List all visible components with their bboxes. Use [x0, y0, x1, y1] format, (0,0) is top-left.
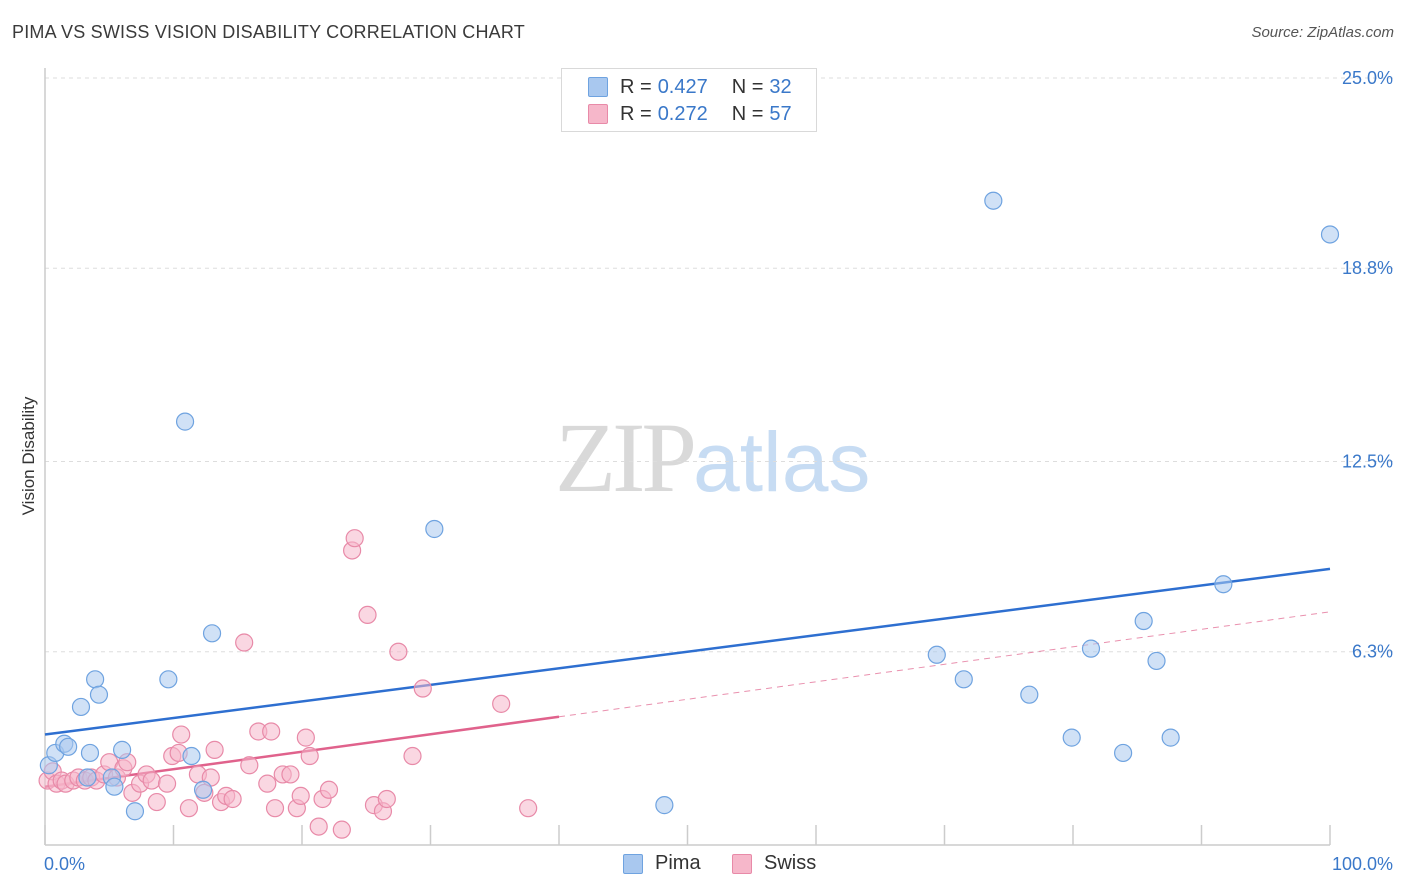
- swiss-point: [300, 746, 319, 766]
- pima-point: [1114, 743, 1133, 763]
- swiss-point: [377, 789, 396, 809]
- swiss-trend-line-extension: [558, 611, 1331, 718]
- swiss-point: [309, 817, 328, 836]
- swiss-point: [265, 799, 285, 818]
- legend-row-swiss: R = 0.272 N = 57: [588, 102, 792, 126]
- legend-r-value: 0.427: [657, 75, 708, 98]
- chart-source: Source: ZipAtlas.com: [1251, 24, 1394, 41]
- pima-point: [1214, 575, 1233, 594]
- swiss-point: [172, 725, 191, 744]
- pima-point: [1020, 685, 1039, 704]
- swiss-point: [240, 756, 259, 775]
- legend-row-pima: R = 0.427 N = 32: [588, 75, 792, 99]
- series-legend-swiss: Swiss: [732, 852, 816, 875]
- y-tick-label: 12.5%: [1342, 452, 1393, 472]
- watermark-zip: ZIP: [555, 402, 697, 513]
- pima-point: [425, 519, 444, 539]
- pima-point: [1062, 728, 1081, 747]
- correlation-legend: R = 0.427 N = 32 R = 0.272 N = 57: [561, 68, 817, 132]
- series-legend-label: Pima: [655, 852, 701, 874]
- swiss-point: [262, 722, 281, 741]
- chart-title: PIMA VS SWISS VISION DISABILITY CORRELAT…: [12, 22, 525, 42]
- trend-lines: [44, 567, 1331, 788]
- grid-lines: [45, 77, 1395, 653]
- legend-n-value: 57: [769, 102, 792, 125]
- swiss-point: [157, 774, 177, 793]
- pima-point: [89, 685, 109, 704]
- series-swatch-pima: [623, 853, 643, 874]
- legend-swatch-swiss: [588, 104, 608, 124]
- pima-point: [927, 645, 946, 664]
- swiss-point: [389, 642, 408, 661]
- pima-point: [193, 780, 213, 799]
- legend-r-value: 0.272: [657, 102, 708, 125]
- pima-point: [59, 737, 78, 756]
- swiss-point: [358, 605, 377, 625]
- swiss-point: [258, 774, 277, 793]
- pima-point: [202, 624, 222, 643]
- pima-point: [78, 768, 97, 787]
- axes: [44, 68, 1331, 846]
- legend-n-label: N =: [731, 102, 764, 125]
- swiss-point: [403, 746, 422, 766]
- legend-swatch-pima: [588, 77, 608, 97]
- pima-point: [159, 670, 178, 689]
- x-tick-label: 0.0%: [44, 854, 85, 874]
- pima-trend-line: [44, 567, 1331, 736]
- swiss-point: [291, 786, 310, 806]
- swiss-point: [345, 529, 364, 548]
- swiss-point: [492, 694, 511, 713]
- data-points: [38, 191, 1340, 839]
- pima-point: [80, 743, 100, 763]
- pima-point: [71, 697, 91, 717]
- pima-point: [1161, 728, 1180, 747]
- swiss-point: [332, 820, 351, 839]
- pima-point: [1147, 651, 1166, 671]
- swiss-point: [223, 789, 242, 809]
- swiss-point: [235, 633, 254, 652]
- pima-point: [175, 412, 195, 431]
- pima-point: [1081, 639, 1101, 658]
- y-tick-label: 6.3%: [1352, 642, 1393, 662]
- pima-point: [182, 746, 201, 766]
- swiss-point: [296, 728, 315, 747]
- pima-point: [655, 796, 674, 815]
- pima-point: [125, 802, 145, 821]
- pima-point: [984, 191, 1003, 210]
- legend-r-label: R =: [620, 75, 652, 98]
- pima-point: [105, 777, 124, 796]
- legend-r-label: R =: [620, 102, 652, 125]
- tick-labels: 6.3% 12.5% 18.8% 25.0% 0.0% 100.0%: [44, 68, 1393, 874]
- swiss-point: [519, 799, 538, 818]
- swiss-point: [319, 780, 339, 799]
- series-legend: Pima Swiss: [0, 852, 1406, 878]
- pima-point: [1320, 225, 1340, 244]
- swiss-point: [413, 679, 432, 698]
- series-legend-pima: Pima: [623, 852, 701, 875]
- pima-point: [112, 740, 132, 759]
- legend-n-label: N =: [731, 75, 764, 98]
- pima-point: [954, 670, 973, 689]
- series-swatch-swiss: [732, 853, 752, 874]
- swiss-point: [147, 792, 166, 812]
- pima-point: [86, 670, 105, 689]
- swiss-point: [205, 740, 224, 759]
- swiss-point: [179, 799, 199, 818]
- pima-point: [1134, 611, 1153, 631]
- y-axis-label: Vision Disability: [19, 396, 38, 515]
- x-tick-label: 100.0%: [1332, 854, 1393, 874]
- y-tick-label: 25.0%: [1342, 68, 1393, 88]
- swiss-point: [281, 765, 300, 784]
- series-legend-label: Swiss: [764, 852, 817, 874]
- legend-n-value: 32: [769, 75, 792, 98]
- swiss-point: [142, 771, 161, 790]
- y-tick-label: 18.8%: [1342, 258, 1393, 278]
